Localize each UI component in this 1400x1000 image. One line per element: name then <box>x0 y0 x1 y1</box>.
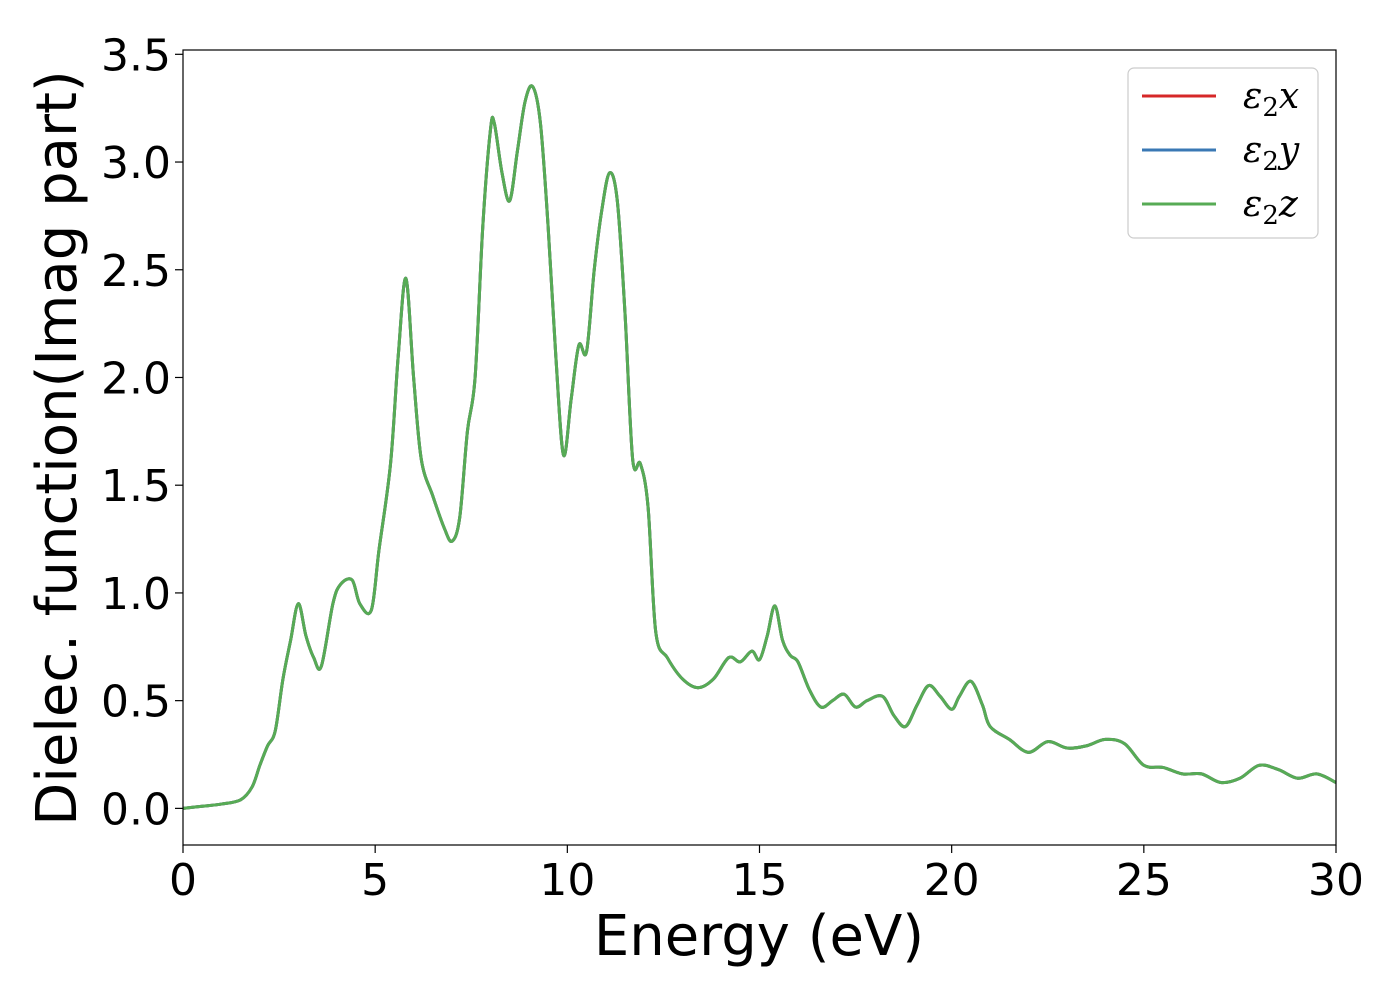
x-tick-label: 0 <box>169 855 197 906</box>
x-tick-label: 5 <box>361 855 389 906</box>
x-tick-label: 10 <box>539 855 595 906</box>
y-tick-label: 1.5 <box>101 461 171 512</box>
x-tick-label: 30 <box>1308 855 1364 906</box>
x-tick-label: 20 <box>924 855 980 906</box>
x-tick-label: 25 <box>1116 855 1172 906</box>
y-tick-label: 0.0 <box>101 784 171 835</box>
x-tick-label: 15 <box>732 855 788 906</box>
x-axis-label: Energy (eV) <box>594 904 924 969</box>
legend: ε2x ε2y ε2z <box>1127 67 1319 239</box>
y-tick-label: 1.0 <box>101 569 171 620</box>
legend-label-z: ε2z <box>1243 184 1299 231</box>
legend-label-y: ε2y <box>1243 130 1300 177</box>
y-axis-label: Dielec. function(Imag part) <box>25 70 90 826</box>
series-lines <box>182 84 1337 810</box>
y-tick-label: 2.0 <box>101 353 171 404</box>
x-axis-ticks: 0 5 10 15 20 25 30 <box>169 845 1364 906</box>
legend-box <box>1127 67 1319 239</box>
series-line-z <box>182 84 1337 810</box>
y-axis-ticks: 0.0 0.5 1.0 1.5 2.0 2.5 3.0 3.5 <box>101 30 183 835</box>
y-tick-label: 0.5 <box>101 677 171 728</box>
y-tick-label: 3.0 <box>101 138 171 189</box>
legend-label-x: ε2x <box>1243 76 1299 123</box>
y-tick-label: 3.5 <box>101 30 171 81</box>
y-tick-label: 2.5 <box>101 246 171 297</box>
